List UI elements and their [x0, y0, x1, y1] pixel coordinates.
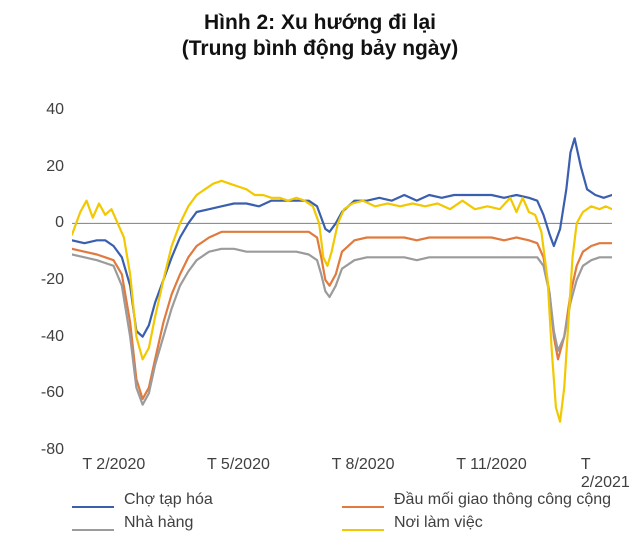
legend-label: Chợ tạp hóa — [124, 490, 213, 509]
legend-label: Nơi làm việc — [394, 513, 483, 532]
figure-container: Hình 2: Xu hướng đi lại (Trung bình động… — [0, 0, 640, 557]
chart-title: Hình 2: Xu hướng đi lại (Trung bình động… — [0, 0, 640, 63]
legend-swatch — [72, 496, 114, 508]
y-tick-label: -40 — [41, 328, 64, 346]
legend: Chợ tạp hóa Đầu mối giao thông công cộng N… — [72, 490, 612, 536]
series-line — [72, 138, 612, 336]
x-tick-label: T 2/2021 — [581, 456, 640, 492]
line-chart-svg — [72, 110, 612, 450]
y-tick-label: -20 — [41, 271, 64, 289]
x-tick-label: T 11/2020 — [456, 456, 527, 474]
x-tick-label: T 8/2020 — [332, 456, 395, 474]
legend-item: Nhà hàng — [72, 513, 342, 532]
legend-item: Đầu mối giao thông công cộng — [342, 490, 612, 509]
y-tick-label: 40 — [46, 101, 64, 119]
chart-title-line2: (Trung bình động bảy ngày) — [0, 36, 640, 62]
legend-swatch — [342, 519, 384, 531]
series-line — [72, 181, 612, 422]
y-tick-label: -80 — [41, 441, 64, 459]
plot-area — [72, 110, 612, 450]
y-tick-label: -60 — [41, 384, 64, 402]
legend-swatch — [342, 496, 384, 508]
y-tick-label: 0 — [55, 214, 64, 232]
x-tick-label: T 2/2020 — [82, 456, 145, 474]
x-tick-label: T 5/2020 — [207, 456, 270, 474]
legend-item: Nơi làm việc — [342, 513, 612, 532]
legend-item: Chợ tạp hóa — [72, 490, 342, 509]
chart-title-line1: Hình 2: Xu hướng đi lại — [0, 10, 640, 36]
legend-swatch — [72, 519, 114, 531]
y-tick-label: 20 — [46, 158, 64, 176]
legend-label: Đầu mối giao thông công cộng — [394, 490, 611, 509]
legend-label: Nhà hàng — [124, 513, 193, 532]
